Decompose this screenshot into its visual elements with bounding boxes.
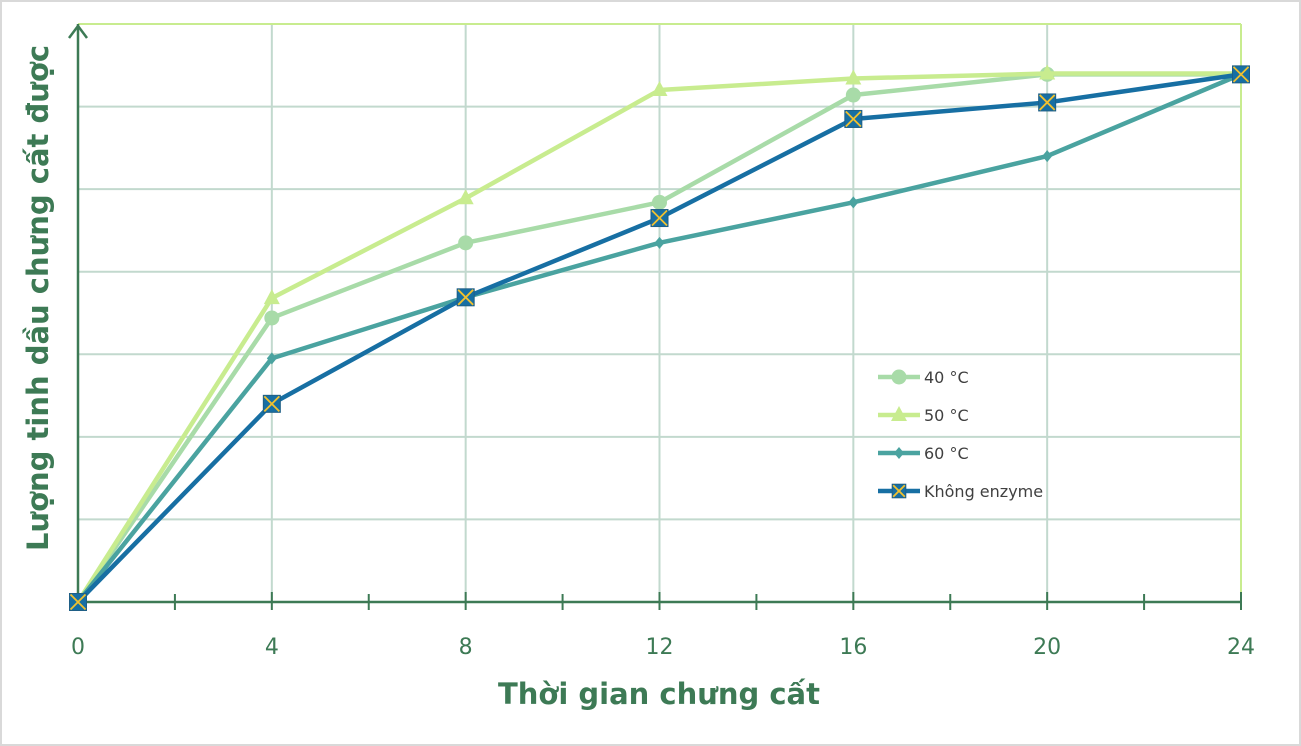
x-square-marker-icon [1232,65,1250,84]
marker-x [892,484,906,498]
y-axis-arrow-icon [68,23,88,39]
legend-label: 50 °C [924,406,969,425]
circle-marker-icon [891,369,907,385]
marker-x [457,289,474,306]
circle-marker-icon [845,87,861,103]
circle-marker-icon [652,194,667,210]
x-tick-label: 8 [459,635,473,660]
x-square-marker-icon [650,209,669,228]
circle-marker-icon [458,235,474,251]
marker-x [69,593,87,611]
x-tick-label: 12 [646,635,674,660]
x-axis-title: Thời gian chưng cất [498,677,820,711]
legend-item[interactable]: 40 °C [878,368,969,387]
gridlines [78,23,1242,602]
x-tick-label: 4 [265,635,279,660]
x-tick-label: 0 [71,635,85,660]
diamond-marker-icon [266,352,277,365]
triangle-marker-icon [263,289,280,305]
axes [68,23,1242,610]
data-series [69,64,1250,611]
x-tick-label: 20 [1033,635,1061,660]
circle-marker-icon [264,310,280,326]
triangle-marker-icon [891,406,907,421]
marker-x [845,110,862,128]
x-tick-label: 16 [839,635,867,660]
triangle-marker-icon [1039,64,1056,80]
triangle-marker-icon [845,69,862,85]
legend-label: 40 °C [924,368,969,387]
series-kh-ng-enzyme [69,65,1250,611]
diamond-marker-icon [894,447,904,459]
x-square-marker-icon [844,109,863,128]
triangle-marker-icon [457,189,474,205]
legend-item[interactable]: 60 °C [878,444,969,463]
legend: 40 °C 50 °C 60 °C Không enzyme [878,368,1043,501]
x-square-marker-icon [262,394,281,413]
marker-x [1039,94,1056,111]
triangle-marker-icon [651,81,668,97]
diamond-marker-icon [654,236,665,249]
x-axis-tick-labels: 0 4 8 12 16 20 24 [71,635,1255,660]
legend-label: 60 °C [924,444,969,463]
marker-x [651,209,668,227]
x-tick-label: 24 [1227,635,1255,660]
diamond-marker-icon [848,196,859,209]
diamond-marker-icon [1042,150,1053,163]
marker-x [1232,66,1250,83]
x-square-marker-icon [69,593,87,611]
legend-label: Không enzyme [924,482,1043,501]
legend-item[interactable]: 50 °C [878,406,969,425]
y-axis-title: Lượng tinh dầu chưng cất được [21,45,55,551]
x-square-marker-icon [1038,93,1057,112]
x-square-marker-icon [891,483,907,499]
legend-item[interactable]: Không enzyme [878,482,1043,501]
marker-x [263,395,280,412]
x-square-marker-icon [456,288,475,307]
